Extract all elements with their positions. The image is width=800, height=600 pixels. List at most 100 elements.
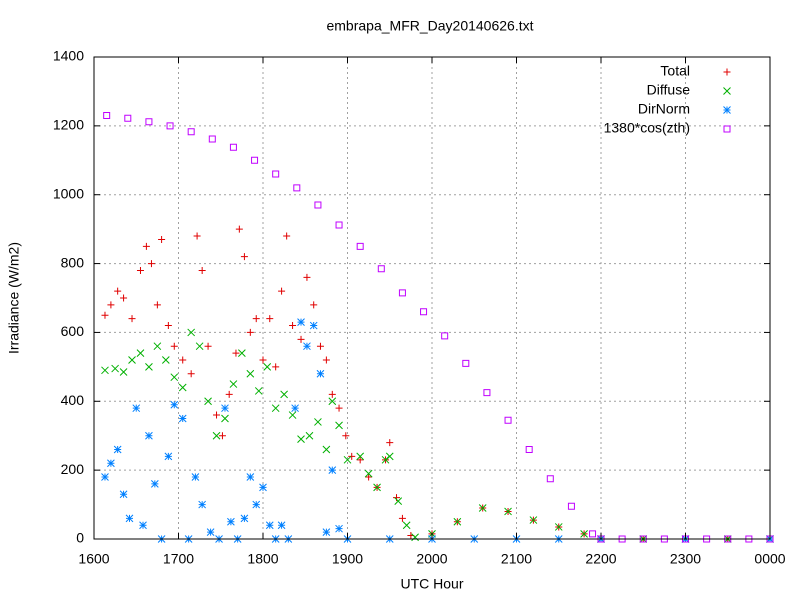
data-point: [402, 521, 411, 530]
data-point: [132, 404, 141, 413]
data-point: [266, 315, 274, 323]
data-point: [589, 530, 597, 538]
data-point: [386, 439, 394, 447]
data-point: [139, 521, 147, 530]
data-point: [107, 301, 115, 309]
data-point: [252, 315, 260, 323]
data-point: [328, 466, 337, 474]
data-point: [529, 516, 538, 524]
data-point: [660, 535, 668, 543]
data-point: [187, 328, 196, 337]
x-tick-label: 1900: [332, 551, 363, 567]
data-point: [303, 273, 311, 281]
data-point: [246, 328, 254, 336]
x-axis-label: UTC Hour: [400, 576, 463, 592]
y-tick-label: 0: [76, 530, 84, 546]
legend-marker: [723, 125, 731, 133]
data-point: [356, 242, 364, 250]
data-point: [187, 370, 195, 378]
data-point: [280, 390, 288, 399]
y-tick-label: 600: [61, 323, 85, 339]
data-point: [567, 502, 575, 510]
data-point: [147, 260, 155, 268]
data-point: [170, 400, 179, 409]
data-point: [682, 535, 689, 543]
data-point: [170, 342, 178, 350]
data-point: [639, 535, 647, 543]
data-point: [297, 335, 305, 343]
data-point: [263, 363, 272, 371]
data-point: [328, 390, 336, 398]
data-point: [150, 480, 159, 488]
data-point: [240, 253, 248, 261]
legend-marker: [723, 68, 731, 76]
data-point: [120, 294, 128, 302]
chart-title: embrapa_MFR_Day20140626.txt: [326, 18, 533, 34]
data-point: [251, 156, 259, 164]
legend-label: DirNorm: [638, 101, 690, 117]
y-tick-label: 400: [61, 392, 85, 408]
data-point: [504, 416, 512, 424]
legend-label: 1380*cos(zth): [604, 120, 690, 136]
data-point: [525, 445, 533, 453]
data-point: [724, 535, 732, 543]
data-point: [356, 456, 364, 464]
data-point: [453, 517, 462, 526]
data-point: [161, 356, 170, 364]
data-point: [221, 404, 229, 413]
data-point: [254, 387, 263, 395]
data-point: [232, 349, 240, 357]
y-tick-label: 1000: [53, 185, 84, 201]
data-point: [114, 287, 122, 295]
x-tick-label: 2300: [670, 551, 701, 567]
data-point: [314, 201, 322, 209]
data-point: [283, 232, 291, 240]
data-point: [462, 359, 470, 367]
data-point: [297, 435, 305, 444]
data-point: [240, 514, 249, 523]
data-point: [170, 373, 179, 382]
data-point: [441, 332, 449, 340]
data-point: [297, 318, 305, 326]
data-point: [478, 504, 487, 512]
data-point: [204, 342, 212, 350]
legend-marker: [723, 87, 731, 95]
data-point: [289, 322, 297, 330]
data-point: [164, 322, 172, 330]
data-point: [278, 287, 286, 295]
data-point: [225, 390, 233, 398]
data-point: [580, 529, 588, 538]
data-point: [272, 170, 280, 178]
data-point: [309, 321, 318, 330]
data-point: [195, 342, 204, 351]
data-point: [546, 475, 554, 483]
legend-label: Total: [660, 63, 690, 79]
x-tick-label: 2200: [585, 551, 616, 567]
x-tick-label: 0000: [754, 551, 785, 567]
data-point: [365, 473, 373, 481]
data-point: [145, 363, 153, 371]
x-tick-label: 1800: [247, 551, 278, 567]
data-point: [229, 380, 238, 388]
data-point: [303, 342, 311, 351]
data-point: [107, 459, 115, 468]
data-point: [246, 473, 255, 481]
y-tick-label: 200: [61, 461, 85, 477]
data-point: [136, 349, 145, 357]
data-point: [293, 184, 301, 192]
x-tick-label: 2000: [416, 551, 447, 567]
data-point: [119, 490, 128, 499]
data-point: [398, 514, 406, 522]
data-point: [265, 521, 274, 530]
x-tick-label: 1700: [163, 551, 194, 567]
data-point: [213, 411, 221, 419]
data-point: [335, 221, 343, 229]
data-point: [377, 265, 385, 273]
data-point: [259, 483, 267, 492]
data-point: [158, 235, 166, 243]
data-point: [364, 469, 373, 478]
data-point: [142, 242, 150, 250]
data-point: [305, 431, 314, 440]
data-point: [322, 528, 331, 536]
data-point: [316, 369, 325, 378]
